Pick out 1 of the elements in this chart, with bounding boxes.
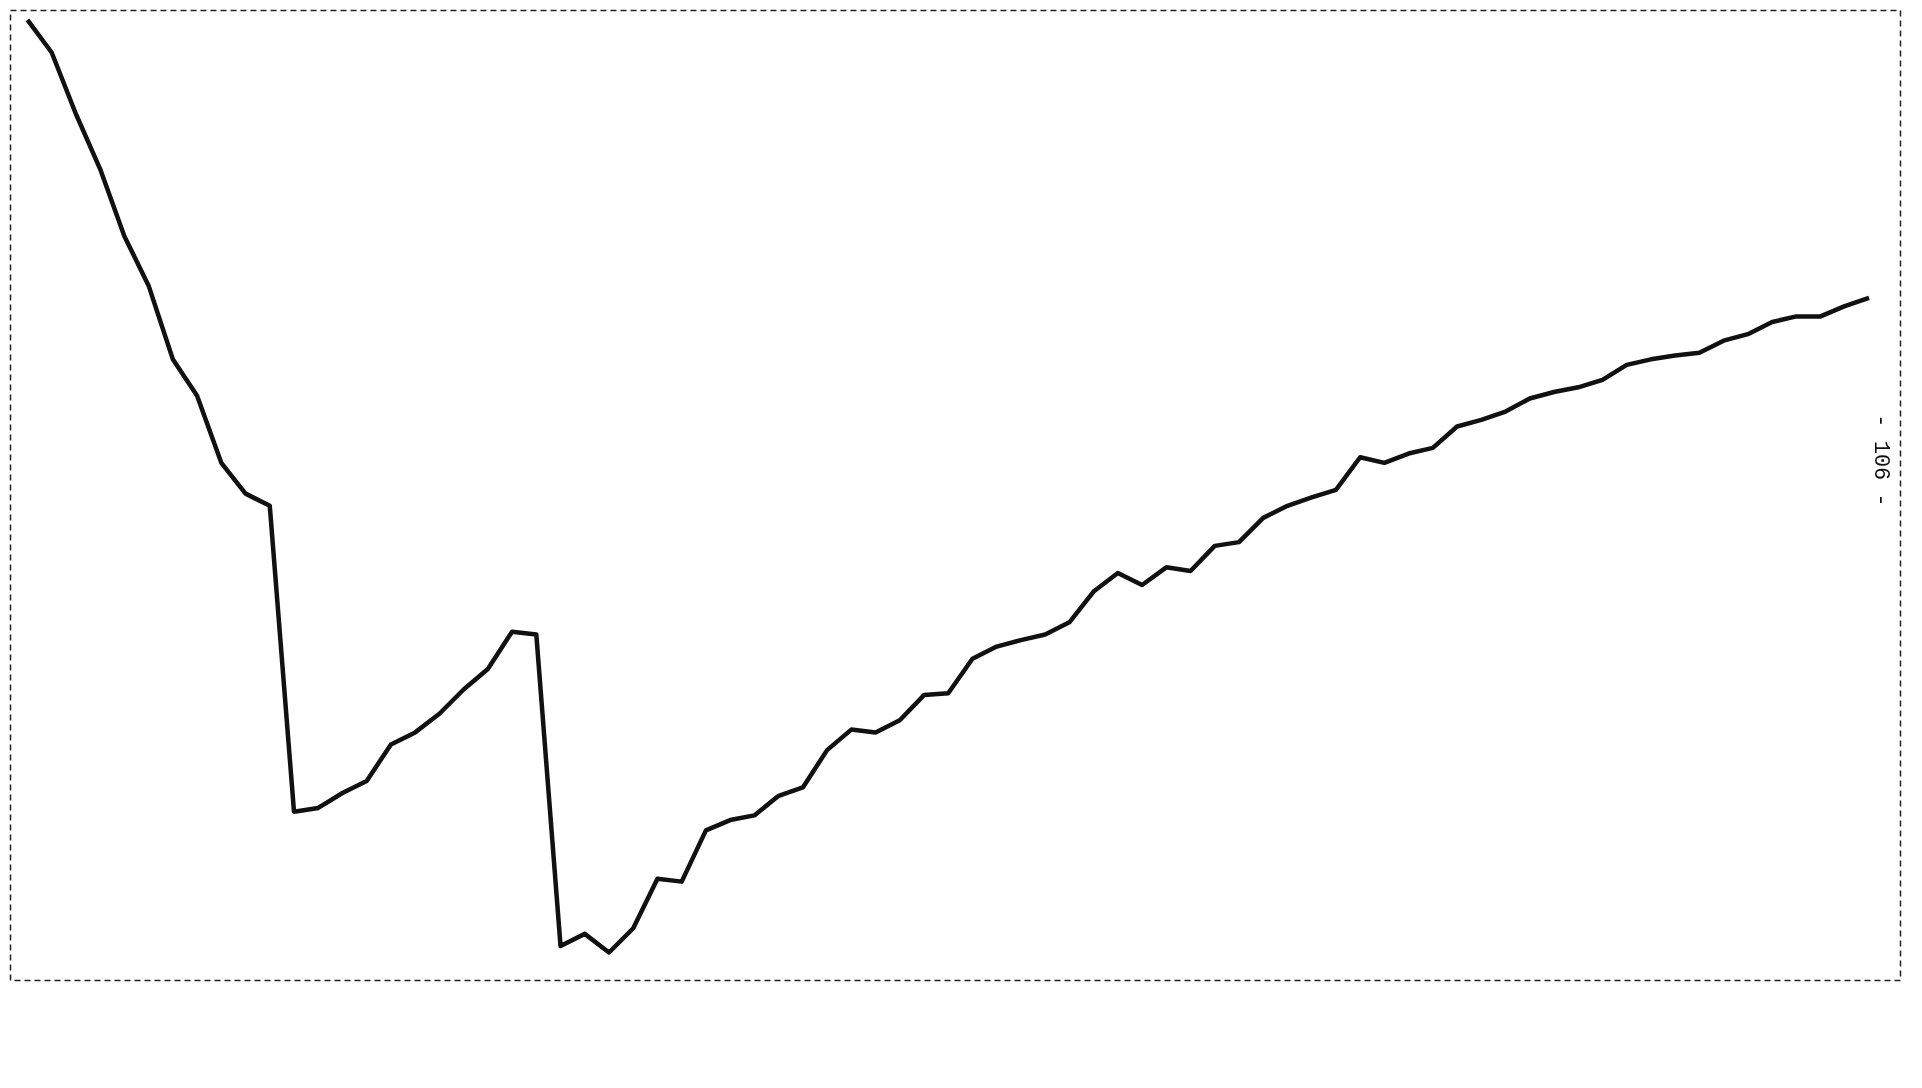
annotation: - 106 - [1868, 414, 1893, 507]
